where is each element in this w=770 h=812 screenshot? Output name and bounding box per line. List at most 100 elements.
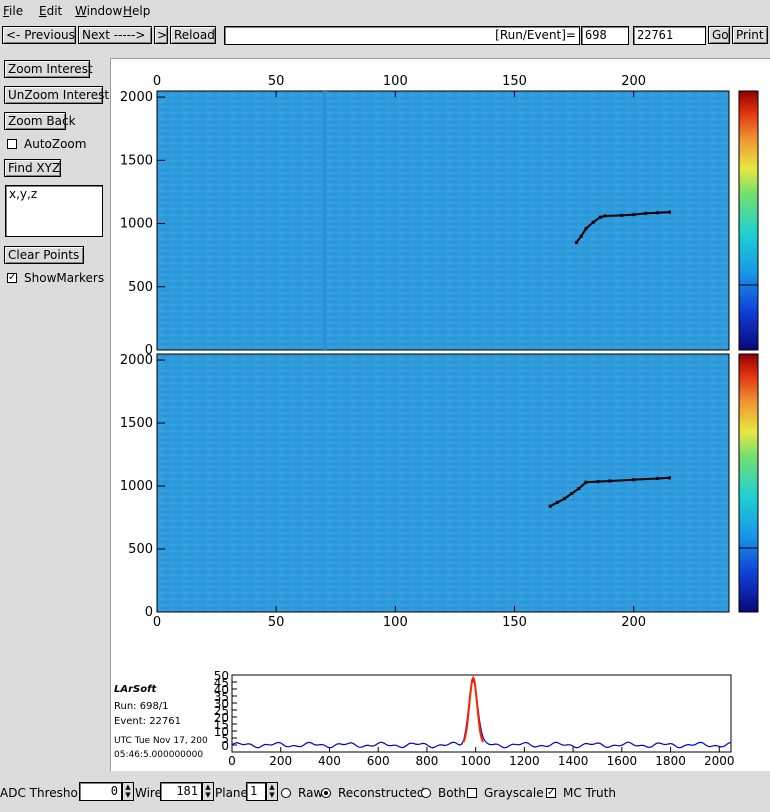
reload-button[interactable]: Reload [170,26,216,44]
unzoom-interest-button[interactable]: UnZoom Interest [4,86,109,104]
menu-file[interactable]: File [3,4,24,18]
raw-label: Raw [298,786,324,800]
menu-bar: File Edit Window Help [0,0,770,22]
adc-threshold-input[interactable]: 0 [79,782,122,801]
adc-threshold-spinner[interactable]: ▲ ▼ [122,782,134,801]
upper-track-hit [603,214,607,218]
time-info: 05:46:5.000000000 [114,750,203,760]
waveform-xtick-label: 200 [269,754,292,768]
upper-xtick-label: 100 [383,74,408,89]
lower-track-hit [608,479,612,483]
lower-colorbar [738,353,759,613]
software-label: LArSoft [114,684,157,695]
find-xyz-button[interactable]: Find XYZ [4,159,61,177]
waveform-xtick-label: 0 [228,754,236,768]
wire-label: Wire [135,786,162,800]
previous-button[interactable]: <- Previous [2,26,76,44]
upper-track-hit [591,220,595,224]
waveform-ytick-label: 35 [214,690,229,704]
lower-plane-frame [156,353,730,613]
print-button[interactable]: Print [732,26,768,44]
waveform-ytick-label: 50 [214,669,229,683]
waveform-ytick-label: 0 [221,739,229,753]
waveform-xtick-label: 600 [367,754,390,768]
upper-xtick-label: 50 [268,74,285,89]
upper-ytick-label: 1500 [120,153,153,168]
lower-ytick-label: 1000 [120,479,153,494]
menu-window[interactable]: Window [75,4,123,18]
upper-track-hit [584,227,588,231]
zoom-interest-button[interactable]: Zoom Interest [4,60,93,78]
lower-track-hit [555,500,559,504]
upper-ytick-label: 2000 [120,90,153,105]
reconstructed-label: Reconstructed [338,786,425,800]
upper-track-hit [644,211,648,215]
status-field: [Run/Event]= [224,26,580,45]
upper-track-hit [598,215,602,219]
waveform-line [231,678,732,749]
plane-label: Plane [215,786,248,800]
upper-ytick-label: 1000 [120,217,153,232]
upper-track-hit [656,211,659,215]
autozoom-label: AutoZoom [24,137,87,151]
waveform-peak [462,675,484,743]
run-info: Run: 698/1 [114,701,169,712]
upper-colorbar [738,90,759,351]
lower-track-hit [584,480,588,484]
waveform-xtick-label: 800 [415,754,438,768]
showmarkers-checkbox[interactable]: ✓ [7,272,17,283]
lower-track-hit [577,487,581,491]
grayscale-checkbox[interactable] [467,788,477,798]
lower-xtick-label: 200 [621,615,646,630]
lower-xtick-label: 0 [153,615,161,630]
upper-ytick-label: 0 [145,343,153,358]
both-label: Both [438,786,466,800]
waveform-xtick-label: 1400 [558,754,589,768]
menu-help[interactable]: Help [123,4,151,18]
event-info: Event: 22761 [114,716,181,727]
upper-plane-frame [156,90,730,351]
waveform-xtick-label: 2000 [704,754,735,768]
lower-ytick-label: 1500 [120,416,153,431]
reconstructed-radio[interactable] [321,788,331,798]
go-button[interactable]: Go [708,26,730,44]
waveform-ytick-label: 45 [214,676,229,690]
adc-threshold-label: ADC Threshold [0,786,89,800]
waveform-ytick-label: 5 [221,732,229,746]
both-radio[interactable] [421,788,431,798]
mc-truth-checkbox[interactable]: ✓ [546,787,556,798]
xyz-textarea[interactable]: x,y,z [5,185,103,237]
upper-ytick-label: 500 [128,280,153,295]
upper-wire-stripe [323,91,327,350]
lower-ytick-label: 2000 [120,353,153,368]
wire-waveform-plot[interactable]: 0 200 400 600 800 1000 1200 1400 1600 1800 2000051… [214,669,735,768]
lower-ytick-label: 500 [128,542,153,557]
clear-points-button[interactable]: Clear Points [4,246,84,264]
raw-radio[interactable] [281,788,291,798]
lower-track-hit [570,492,574,496]
autozoom-checkbox[interactable] [7,139,17,149]
lower-track-hit [563,497,567,501]
lower-xtick-label: 100 [383,615,408,630]
lower-track-hit [667,476,671,480]
upper-xtick-label: 200 [621,74,646,89]
plane-spinner[interactable]: ▲ ▼ [266,782,278,801]
next-button[interactable]: Next -----> [78,26,152,44]
lower-track-hit [632,478,636,482]
upper-track-hit [574,241,578,245]
next-arrow-button[interactable]: > [154,26,168,44]
menu-edit[interactable]: Edit [39,4,63,18]
wire-spinner[interactable]: ▲ ▼ [202,782,214,801]
zoom-back-button[interactable]: Zoom Back [4,112,76,130]
waveform-xtick-label: 1600 [607,754,638,768]
upper-xtick-label: 0 [153,74,161,89]
upper-track-hit [620,213,624,217]
wire-input[interactable]: 181 [160,782,202,801]
lower-track-hit [548,504,552,508]
run-input[interactable]: 698 [581,26,629,45]
event-input[interactable]: 22761 [633,26,706,45]
plane-input[interactable]: 1 [246,782,266,801]
mc-truth-label: MC Truth [563,786,616,800]
